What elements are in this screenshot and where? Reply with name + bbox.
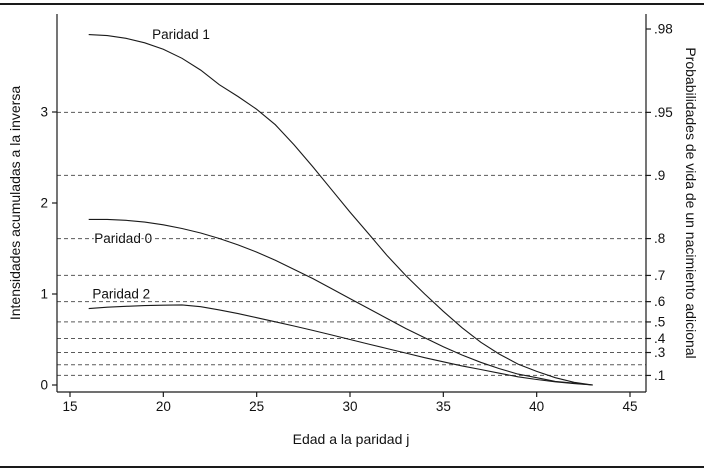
y-tick-label-right: .6 <box>654 294 665 309</box>
y-tick-label-right: .3 <box>654 345 665 360</box>
x-tick-label: 30 <box>342 399 357 414</box>
y-tick-label-right: .7 <box>654 268 665 283</box>
x-axis-title: Edad a la paridad j <box>292 431 410 447</box>
x-tick-label: 45 <box>622 399 637 414</box>
y-axis-title-right: Probabilidades de vida de un nacimiento … <box>683 47 699 359</box>
series-line-paridad-1 <box>88 34 593 386</box>
bottom-rule <box>0 466 704 468</box>
series-line-paridad-2 <box>88 304 593 386</box>
x-tick-label: 40 <box>529 399 544 414</box>
y-tick-label-left: 3 <box>40 105 48 120</box>
y-tick-label-right: .95 <box>654 105 673 120</box>
y-tick-label-right: .1 <box>654 368 665 383</box>
y-tick-label-left: 2 <box>40 196 48 211</box>
top-rule <box>0 3 704 5</box>
y-tick-label-right: .4 <box>654 331 666 346</box>
y-tick-label-left: 1 <box>40 287 48 302</box>
curve-label: Paridad 1 <box>152 27 210 42</box>
series-line-paridad-0 <box>88 218 593 386</box>
y-tick-label-right: .8 <box>654 231 665 246</box>
x-tick-label: 20 <box>156 399 171 414</box>
curve-label: Paridad 0 <box>94 231 152 246</box>
y-tick-label-right: .98 <box>654 22 673 37</box>
y-tick-label-right: .9 <box>654 168 665 183</box>
x-tick-label: 15 <box>62 399 77 414</box>
curve-label: Paridad 2 <box>92 287 150 302</box>
y-tick-label-left: 0 <box>40 378 48 393</box>
y-axis-title-left: Intensidades acumuladas a la inversa <box>7 85 23 321</box>
x-tick-label: 25 <box>249 399 264 414</box>
y-tick-label-right: .5 <box>654 314 665 329</box>
x-tick-label: 35 <box>436 399 451 414</box>
